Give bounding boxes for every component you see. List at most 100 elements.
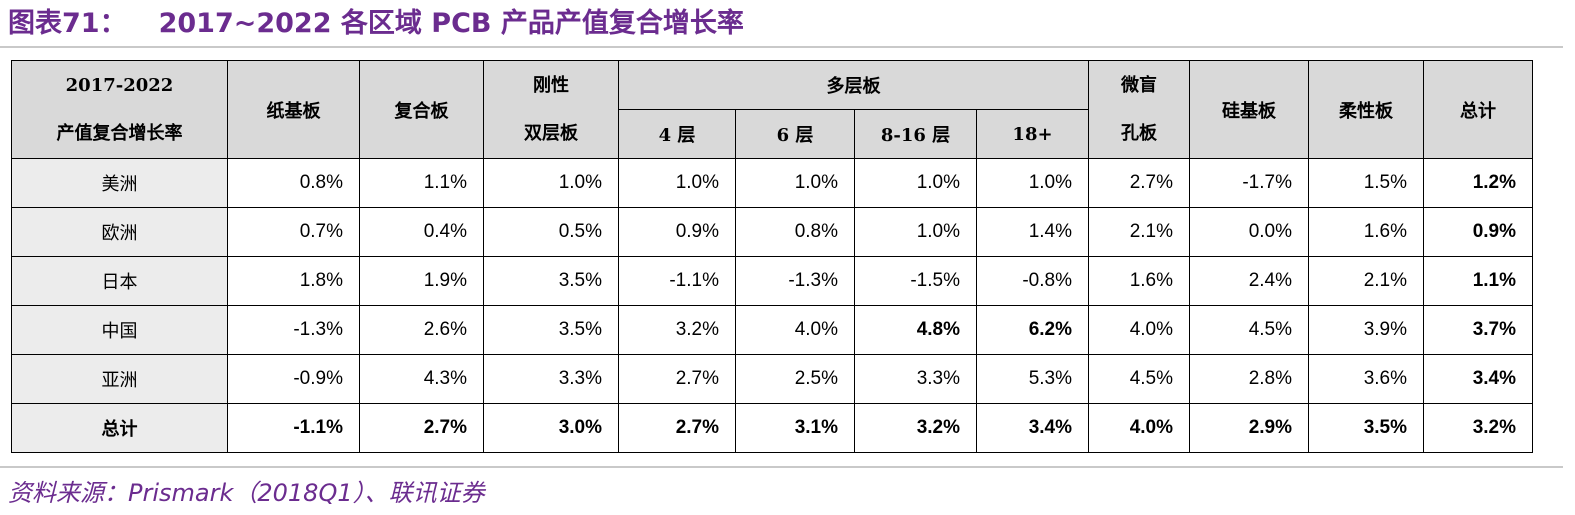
header-8-16-layer: 8-16 层 bbox=[854, 109, 977, 159]
table-cell: 3.1% bbox=[735, 403, 855, 453]
header-total: 总计 bbox=[1423, 60, 1533, 159]
row-label: 中国 bbox=[11, 305, 228, 355]
table-cell: 2.1% bbox=[1308, 256, 1424, 306]
header-6-layer: 6 层 bbox=[735, 109, 855, 159]
table-cell: 2.7% bbox=[618, 403, 736, 453]
table-row: 日本 1.8% 1.9% 3.5% -1.1% -1.3% -1.5% -0.8… bbox=[11, 256, 1533, 306]
header-hdi-line1: 微盲 bbox=[1121, 74, 1157, 96]
header-hdi-line2: 孔板 bbox=[1121, 122, 1157, 144]
table-cell: 3.5% bbox=[483, 305, 619, 355]
table-cell: 2.7% bbox=[1088, 158, 1190, 208]
table-row: 亚洲 -0.9% 4.3% 3.3% 2.7% 2.5% 3.3% 5.3% 4… bbox=[11, 354, 1533, 404]
top-divider bbox=[0, 46, 1563, 48]
table-cell: 1.9% bbox=[359, 256, 484, 306]
table-cell: 2.7% bbox=[359, 403, 484, 453]
header-composite: 复合板 bbox=[359, 60, 484, 159]
corner-header-line1: 2017-2022 bbox=[65, 74, 174, 96]
table-cell: 2.5% bbox=[735, 354, 855, 404]
bottom-divider bbox=[0, 466, 1563, 468]
row-label: 日本 bbox=[11, 256, 228, 306]
table-cell: 0.9% bbox=[1423, 207, 1533, 257]
corner-header-line2: 产值复合增长率 bbox=[56, 122, 183, 144]
table-cell: -1.3% bbox=[227, 305, 360, 355]
table-cell: 0.0% bbox=[1189, 207, 1309, 257]
table-cell: 1.4% bbox=[976, 207, 1089, 257]
table-cell: 3.4% bbox=[976, 403, 1089, 453]
table-cell: 1.0% bbox=[976, 158, 1089, 208]
table-cell: 3.5% bbox=[483, 256, 619, 306]
table-cell: 3.7% bbox=[1423, 305, 1533, 355]
header-paper: 纸基板 bbox=[227, 60, 360, 159]
source-note: 资料来源：Prismark（2018Q1）、联讯证券 bbox=[8, 479, 485, 507]
table-cell: 1.0% bbox=[854, 158, 977, 208]
table-cell: 3.4% bbox=[1423, 354, 1533, 404]
table-cell: 3.5% bbox=[1308, 403, 1424, 453]
table-cell: 2.4% bbox=[1189, 256, 1309, 306]
header-rigid-line1: 刚性 bbox=[533, 74, 569, 96]
row-label: 欧洲 bbox=[11, 207, 228, 257]
header-flex: 柔性板 bbox=[1308, 60, 1424, 159]
corner-header: 2017-2022 产值复合增长率 bbox=[11, 60, 228, 159]
table-cell: 3.0% bbox=[483, 403, 619, 453]
table-cell: 2.7% bbox=[618, 354, 736, 404]
table-cell: 4.5% bbox=[1189, 305, 1309, 355]
table-cell: 3.3% bbox=[483, 354, 619, 404]
table-body: 美洲 0.8% 1.1% 1.0% 1.0% 1.0% 1.0% 1.0% 2.… bbox=[11, 158, 1533, 453]
header-4-layer: 4 层 bbox=[618, 109, 736, 159]
table-cell: 2.1% bbox=[1088, 207, 1190, 257]
table-cell: 3.6% bbox=[1308, 354, 1424, 404]
row-label: 亚洲 bbox=[11, 354, 228, 404]
table-cell: 5.3% bbox=[976, 354, 1089, 404]
table-cell: 2.6% bbox=[359, 305, 484, 355]
table-cell: 3.3% bbox=[854, 354, 977, 404]
table-header: 2017-2022 产值复合增长率 纸基板 复合板 刚性 双层板 多层板 微盲 … bbox=[11, 60, 1533, 159]
table-row: 美洲 0.8% 1.1% 1.0% 1.0% 1.0% 1.0% 1.0% 2.… bbox=[11, 158, 1533, 208]
table-cell: 4.0% bbox=[735, 305, 855, 355]
header-multilayer-group: 多层板 bbox=[618, 60, 1089, 110]
table-cell: -1.1% bbox=[227, 403, 360, 453]
table-cell: 6.2% bbox=[976, 305, 1089, 355]
table-cell: 3.9% bbox=[1308, 305, 1424, 355]
table-cell: -1.7% bbox=[1189, 158, 1309, 208]
table-cell: 0.4% bbox=[359, 207, 484, 257]
table-row: 欧洲 0.7% 0.4% 0.5% 0.9% 0.8% 1.0% 1.4% 2.… bbox=[11, 207, 1533, 257]
table-row: 中国 -1.3% 2.6% 3.5% 3.2% 4.0% 4.8% 6.2% 4… bbox=[11, 305, 1533, 355]
header-rigid: 刚性 双层板 bbox=[483, 60, 619, 159]
table-cell: 2.8% bbox=[1189, 354, 1309, 404]
table-cell: -1.1% bbox=[618, 256, 736, 306]
table-cell: 4.3% bbox=[359, 354, 484, 404]
table-cell: 2.9% bbox=[1189, 403, 1309, 453]
table-cell: 0.7% bbox=[227, 207, 360, 257]
header-rigid-line2: 双层板 bbox=[524, 122, 578, 144]
table-cell: 0.5% bbox=[483, 207, 619, 257]
table-cell: -1.3% bbox=[735, 256, 855, 306]
figure-number: 图表71： bbox=[8, 8, 127, 39]
growth-rate-table: 2017-2022 产值复合增长率 纸基板 复合板 刚性 双层板 多层板 微盲 … bbox=[11, 60, 1533, 453]
table-cell: 1.1% bbox=[1423, 256, 1533, 306]
table-cell: 0.8% bbox=[735, 207, 855, 257]
table-cell: 3.2% bbox=[618, 305, 736, 355]
table-cell: 1.0% bbox=[483, 158, 619, 208]
table-row-total: 总计 -1.1% 2.7% 3.0% 2.7% 3.1% 3.2% 3.4% 4… bbox=[11, 403, 1533, 453]
row-label: 总计 bbox=[11, 403, 228, 453]
table-cell: -0.8% bbox=[976, 256, 1089, 306]
row-label: 美洲 bbox=[11, 158, 228, 208]
table-cell: 0.8% bbox=[227, 158, 360, 208]
table-cell: 1.0% bbox=[854, 207, 977, 257]
figure-title: 图表71： 2017~2022 各区域 PCB 产品产值复合增长率 bbox=[8, 4, 744, 44]
table-cell: 1.0% bbox=[735, 158, 855, 208]
table-cell: -1.5% bbox=[854, 256, 977, 306]
table-cell: 4.5% bbox=[1088, 354, 1190, 404]
figure-title-text: 2017~2022 各区域 PCB 产品产值复合增长率 bbox=[158, 8, 744, 39]
table-cell: 4.8% bbox=[854, 305, 977, 355]
table-cell: 3.2% bbox=[1423, 403, 1533, 453]
table-cell: 0.9% bbox=[618, 207, 736, 257]
table-cell: 4.0% bbox=[1088, 305, 1190, 355]
header-18-plus-layer: 18+ bbox=[976, 109, 1089, 159]
header-hdi: 微盲 孔板 bbox=[1088, 60, 1190, 159]
table-cell: 1.5% bbox=[1308, 158, 1424, 208]
table-cell: 3.2% bbox=[854, 403, 977, 453]
table-cell: 1.2% bbox=[1423, 158, 1533, 208]
table-cell: 1.1% bbox=[359, 158, 484, 208]
table-cell: 4.0% bbox=[1088, 403, 1190, 453]
